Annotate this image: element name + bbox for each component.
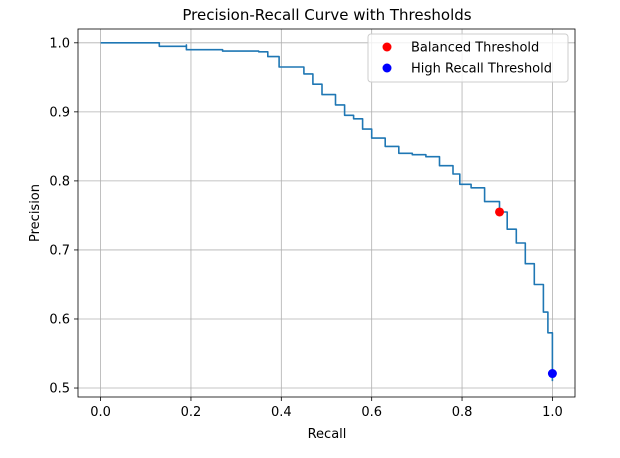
- legend-box: [367, 33, 569, 83]
- x-axis-label: Recall: [308, 427, 347, 442]
- y-tick-label: 0.7: [49, 243, 70, 258]
- grid-lines: [78, 29, 575, 397]
- x-tick-label: 0.6: [361, 405, 382, 420]
- x-tick-label: 0.0: [90, 405, 111, 420]
- y-axis-ticks: 0.5 0.6 0.7 0.8 0.9 1.0: [49, 36, 78, 397]
- legend-marker-high-recall-threshold: [382, 63, 392, 73]
- x-tick-label: 0.2: [181, 405, 202, 420]
- x-tick-label: 0.4: [271, 405, 292, 420]
- y-axis-label: Precision: [28, 184, 43, 242]
- legend-label-balanced-threshold: Balanced Threshold: [411, 41, 539, 56]
- legend-items: Balanced Threshold High Recall Threshold: [382, 41, 552, 77]
- pr-curve-line: [100, 42, 554, 382]
- x-axis-ticks: 0.0 0.2 0.4 0.6 0.8 1.0: [90, 397, 563, 420]
- y-tick-label: 1.0: [49, 36, 70, 51]
- y-tick-label: 0.8: [49, 174, 70, 189]
- y-tick-label: 0.9: [49, 105, 70, 120]
- y-tick-label: 0.5: [49, 382, 70, 397]
- legend: Balanced Threshold High Recall Threshold: [367, 33, 569, 83]
- y-tick-label: 0.6: [49, 312, 70, 327]
- curve-layer: [100, 42, 554, 382]
- x-tick-label: 1.0: [542, 405, 563, 420]
- high-recall-threshold-point: [547, 369, 557, 379]
- legend-marker-balanced-threshold: [382, 42, 392, 52]
- legend-label-high-recall-threshold: High Recall Threshold: [411, 62, 552, 77]
- plot-frame: [77, 28, 576, 398]
- x-tick-label: 0.8: [452, 405, 473, 420]
- balanced-threshold-point: [495, 207, 505, 217]
- points-layer: [495, 207, 557, 379]
- chart-title: Precision-Recall Curve with Thresholds: [182, 6, 471, 24]
